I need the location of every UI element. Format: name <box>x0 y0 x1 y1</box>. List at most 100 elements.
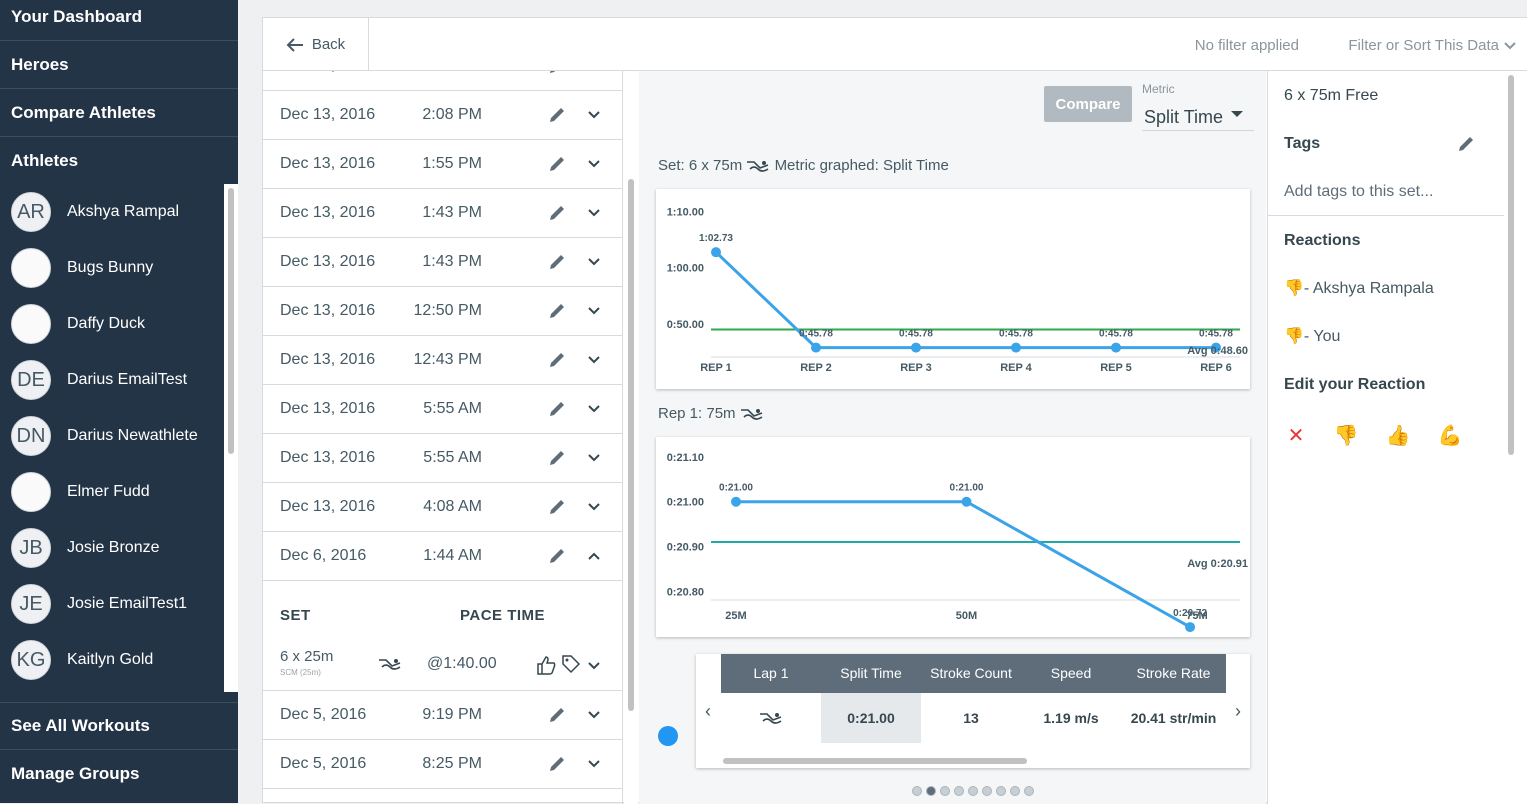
scroll-thumb[interactable] <box>1508 75 1514 455</box>
scroll-thumb[interactable] <box>228 188 234 454</box>
chevron-down-icon[interactable] <box>585 449 603 467</box>
caret-down-icon[interactable] <box>1231 111 1243 117</box>
athletes-header[interactable]: Athletes <box>0 137 238 185</box>
workout-row[interactable]: Dec 5, 2016 9:19 PM <box>263 691 622 740</box>
workout-row[interactable]: Dec 13, 2016 5:55 AM <box>263 434 622 483</box>
flexed-bicep-icon[interactable]: 💪 <box>1437 424 1463 447</box>
table-scrollbar[interactable] <box>723 758 1027 764</box>
compare-button[interactable]: Compare <box>1044 86 1132 122</box>
data-point <box>1011 342 1021 353</box>
chevron-down-icon[interactable] <box>585 351 603 369</box>
nav-see-all-workouts[interactable]: See All Workouts <box>0 702 238 750</box>
chevron-down-icon[interactable] <box>585 106 603 124</box>
pager-dot[interactable] <box>1010 786 1020 796</box>
x-tick-label: 75M <box>1186 610 1207 622</box>
x-tick-label: REP 4 <box>1000 362 1032 374</box>
filter-sort-dropdown[interactable]: Filter or Sort This Data <box>1348 37 1499 54</box>
workout-row[interactable]: Dec 13, 2016 1:43 PM <box>263 238 622 287</box>
pager-dot[interactable] <box>996 786 1006 796</box>
pencil-icon[interactable] <box>547 754 567 774</box>
chevron-down-icon[interactable] <box>585 657 603 675</box>
athlete-item[interactable]: Bugs Bunny <box>0 240 224 296</box>
pencil-icon[interactable] <box>547 546 567 566</box>
tag-icon[interactable] <box>561 654 581 674</box>
athlete-item[interactable]: JE Josie EmailTest1 <box>0 576 224 632</box>
chevron-down-icon[interactable] <box>585 400 603 418</box>
athlete-name: Josie EmailTest1 <box>67 595 188 612</box>
pencil-icon[interactable] <box>547 497 567 517</box>
pencil-icon[interactable] <box>547 105 567 125</box>
workout-row[interactable]: Dec 13, 2016 1:55 PM <box>263 140 622 189</box>
chevron-up-icon[interactable] <box>585 547 603 565</box>
athlete-item[interactable]: AR Akshya Rampal <box>0 184 224 240</box>
nav-heroes[interactable]: Heroes <box>0 41 238 89</box>
pager-dot[interactable] <box>954 786 964 796</box>
athlete-item[interactable]: Elmer Fudd <box>0 464 224 520</box>
sidebar: Your Dashboard Heroes Compare Athletes A… <box>0 0 238 803</box>
chevron-down-icon[interactable] <box>585 253 603 271</box>
pager-dot[interactable] <box>982 786 992 796</box>
athlete-item[interactable]: JB Josie Bronze <box>0 520 224 576</box>
chevron-right-icon[interactable]: › <box>1235 700 1241 721</box>
y-tick-label: 0:21.00 <box>667 497 704 509</box>
workout-row[interactable] <box>263 789 622 804</box>
thumbs-up-icon[interactable]: 👍 <box>1385 424 1411 447</box>
pager-dot[interactable] <box>968 786 978 796</box>
chevron-down-icon[interactable] <box>585 204 603 222</box>
scroll-thumb[interactable] <box>628 179 634 711</box>
metric-label: Metric <box>1142 82 1175 96</box>
workout-row[interactable]: Dec 13, 2016 2:08 PM <box>263 91 622 140</box>
pager-dot[interactable] <box>1024 786 1034 796</box>
athlete-list-scrollbar[interactable] <box>224 184 238 692</box>
pencil-icon[interactable] <box>547 203 567 223</box>
workout-row[interactable]: Dec 13, 2016 12:50 PM <box>263 287 622 336</box>
thumbs-down-icon[interactable]: 👎 <box>1333 424 1359 447</box>
workout-row[interactable]: Dec 13, 2016 12:43 PM <box>263 336 622 385</box>
chevron-down-icon[interactable] <box>585 706 603 724</box>
workout-row[interactable]: Dec 13, 2016 5:55 AM <box>263 385 622 434</box>
nav-compare-athletes[interactable]: Compare Athletes <box>0 89 238 137</box>
workout-row[interactable]: Dec 6, 2016 1:44 AM <box>263 532 622 581</box>
chevron-down-icon[interactable] <box>585 155 603 173</box>
pager-dot[interactable] <box>940 786 950 796</box>
chevron-down-icon[interactable] <box>585 755 603 773</box>
pencil-icon[interactable] <box>547 154 567 174</box>
chevron-down-icon[interactable] <box>1503 37 1517 53</box>
chevron-left-icon[interactable]: ‹ <box>705 700 711 721</box>
athlete-item[interactable]: Daffy Duck <box>0 296 224 352</box>
pager-dot[interactable] <box>926 786 936 796</box>
athlete-item[interactable]: KG Kaitlyn Gold <box>0 632 224 688</box>
pencil-icon[interactable] <box>547 71 567 76</box>
workout-time: 12:50 PM <box>413 302 482 319</box>
chevron-down-icon[interactable] <box>585 302 603 320</box>
workout-row[interactable]: Dec 13, 2016 1:43 PM <box>263 189 622 238</box>
thumbs-up-icon[interactable] <box>535 654 557 676</box>
athlete-item[interactable]: DN Darius Newathlete <box>0 408 224 464</box>
set-row[interactable]: 6 x 25m SCM (25m) @1:40.00 <box>263 639 622 691</box>
pencil-icon[interactable] <box>547 301 567 321</box>
pencil-icon[interactable] <box>547 705 567 725</box>
pencil-icon[interactable] <box>547 448 567 468</box>
workout-list-scrollbar[interactable] <box>624 71 638 804</box>
stroke-count-cell: 13 <box>963 710 979 726</box>
pencil-icon[interactable] <box>547 252 567 272</box>
pencil-icon[interactable] <box>547 399 567 419</box>
lap-marker[interactable] <box>658 726 678 746</box>
chevron-down-icon[interactable] <box>585 71 603 75</box>
workout-row[interactable]: Dec 13, 2016 2:30 PM <box>263 71 622 91</box>
metric-select[interactable]: Split Time <box>1144 107 1224 127</box>
chevron-down-icon[interactable] <box>585 498 603 516</box>
data-label: 0:45.78 <box>1099 329 1133 340</box>
add-tags-input[interactable]: Add tags to this set... <box>1284 183 1434 200</box>
workout-row[interactable]: Dec 5, 2016 8:25 PM <box>263 740 622 789</box>
nav-dashboard[interactable]: Your Dashboard <box>0 0 238 41</box>
athlete-item[interactable]: DE Darius EmailTest <box>0 352 224 408</box>
details-scrollbar[interactable] <box>1504 71 1518 461</box>
close-icon[interactable]: ✕ <box>1287 424 1305 447</box>
pencil-icon[interactable] <box>1456 134 1476 154</box>
workout-row[interactable]: Dec 13, 2016 4:08 AM <box>263 483 622 532</box>
nav-manage-groups[interactable]: Manage Groups <box>0 750 238 798</box>
pager-dot[interactable] <box>912 786 922 796</box>
back-button[interactable]: Back <box>263 18 369 71</box>
pencil-icon[interactable] <box>547 350 567 370</box>
